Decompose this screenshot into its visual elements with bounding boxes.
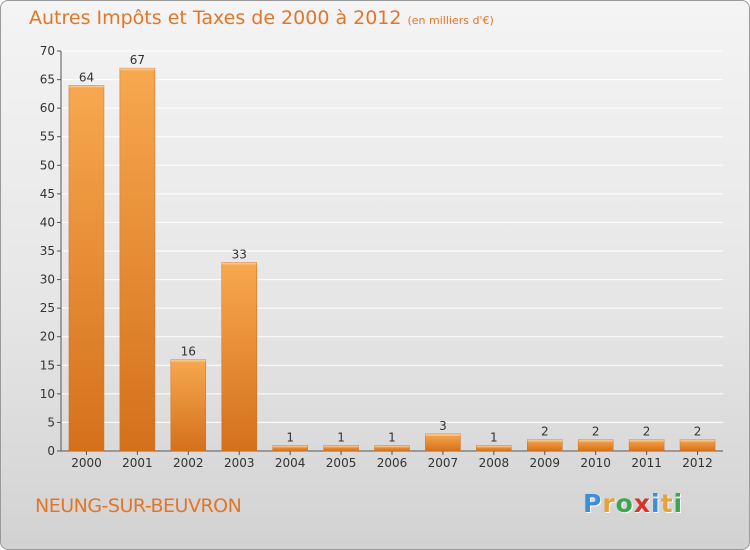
logo-letter: x — [633, 489, 651, 518]
x-tick-label-2010: 2010 — [580, 456, 611, 470]
y-tick-label: 35 — [40, 244, 55, 258]
bar-highlight-2005 — [323, 445, 359, 448]
bar-highlight-2004 — [272, 445, 308, 448]
y-tick-label: 0 — [47, 444, 55, 458]
bar-2001 — [119, 67, 156, 452]
y-tick-label: 20 — [40, 330, 55, 344]
y-tick-label: 40 — [40, 215, 55, 229]
y-tick-label: 70 — [40, 44, 55, 58]
x-tick-label-2007: 2007 — [428, 456, 459, 470]
bar-highlight-2003 — [221, 262, 257, 265]
logo-letter: r — [602, 489, 616, 518]
x-tick-label-2002: 2002 — [173, 456, 204, 470]
data-label-2004: 1 — [286, 430, 294, 444]
logo-letter: o — [615, 489, 634, 518]
logo-letter: i — [673, 489, 684, 518]
bar-highlight-2010 — [578, 439, 614, 442]
x-tick-label-2009: 2009 — [529, 456, 560, 470]
data-label-2011: 2 — [643, 425, 651, 439]
data-label-2008: 1 — [490, 430, 498, 444]
data-label-2009: 2 — [541, 425, 549, 439]
x-tick-label-2012: 2012 — [682, 456, 713, 470]
grid-lines — [61, 50, 723, 452]
data-label-2003: 33 — [232, 247, 247, 261]
bar-2000 — [68, 85, 105, 452]
bar-2007 — [425, 433, 461, 452]
bar-highlight-2000 — [68, 85, 104, 88]
logo-letter: t — [660, 489, 674, 518]
data-label-2000: 64 — [79, 70, 94, 84]
bar-highlight-2012 — [680, 439, 716, 442]
y-tick-label: 15 — [40, 358, 55, 372]
data-label-2002: 16 — [181, 345, 196, 359]
data-label-2005: 1 — [337, 430, 345, 444]
x-tick-label-2000: 2000 — [71, 456, 102, 470]
bar-2003 — [221, 262, 257, 452]
chart-title-text: Autres Impôts et Taxes de 2000 à 2012 — [29, 7, 402, 29]
y-tick-label: 25 — [40, 301, 55, 315]
x-tick-label-2004: 2004 — [275, 456, 306, 470]
x-tick-label-2001: 2001 — [122, 456, 153, 470]
data-label-2006: 1 — [388, 430, 396, 444]
y-tick-label: 30 — [40, 273, 55, 287]
x-tick-label-2011: 2011 — [631, 456, 662, 470]
data-label-2001: 67 — [130, 53, 145, 67]
y-tick-label: 60 — [40, 101, 55, 115]
data-label-2010: 2 — [592, 425, 600, 439]
x-tick-label-2008: 2008 — [479, 456, 510, 470]
chart-subtitle: (en milliers d'€) — [407, 14, 494, 27]
bars: 64 67 16 33 1 1 1 3 1 2 2 2 2 — [68, 53, 716, 452]
bar-highlight-2007 — [425, 433, 461, 436]
chart-title: Autres Impôts et Taxes de 2000 à 2012 (en… — [29, 7, 494, 29]
bar-highlight-2009 — [527, 439, 563, 442]
x-tick-label-2003: 2003 — [224, 456, 255, 470]
x-tick-label-2005: 2005 — [326, 456, 357, 470]
proxiti-logo[interactable]: Proxiti — [583, 489, 683, 518]
y-tick-label: 45 — [40, 187, 55, 201]
data-label-2007: 3 — [439, 419, 447, 433]
y-tick-label: 55 — [40, 130, 55, 144]
place-name: NEUNG-SUR-BEUVRON — [35, 495, 242, 517]
x-axis: 2000 2001 2002 2003 2004 2005 2006 2007 2008 2009… — [71, 451, 713, 470]
y-tick-label: 10 — [40, 387, 55, 401]
bar-2002 — [170, 359, 207, 452]
bar-highlight-2002 — [170, 359, 206, 362]
x-tick-label-2006: 2006 — [377, 456, 408, 470]
y-tick-label: 5 — [47, 415, 55, 429]
logo-letter: i — [651, 489, 661, 518]
bar-highlight-2011 — [629, 439, 665, 442]
bar-highlight-2001 — [119, 68, 155, 71]
y-tick-label: 50 — [40, 158, 55, 172]
data-label-2012: 2 — [694, 425, 702, 439]
bar-highlight-2008 — [476, 445, 512, 448]
logo-letter: P — [583, 489, 603, 518]
y-tick-label: 65 — [40, 73, 55, 87]
bar-highlight-2006 — [374, 445, 410, 448]
